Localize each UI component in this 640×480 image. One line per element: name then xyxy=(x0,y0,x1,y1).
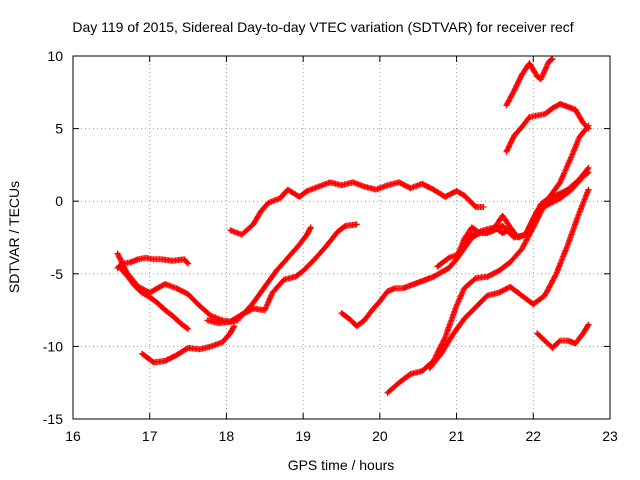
y-tick-label: -15 xyxy=(43,411,63,427)
series-markers xyxy=(114,250,241,325)
x-tick-label: 18 xyxy=(219,428,235,444)
data-series xyxy=(114,55,592,396)
series-markers xyxy=(384,164,592,396)
x-tick-label: 19 xyxy=(295,428,311,444)
x-tick-label: 23 xyxy=(602,428,618,444)
axis-ticks: 16 17 18 19 20 21 22 23 -15 -10 -5 0 5 10 xyxy=(43,48,618,444)
series-markers xyxy=(139,323,238,366)
y-axis-label: SDTVAR / TECUs xyxy=(6,181,22,293)
series-markers xyxy=(534,321,592,351)
series-arc-3 xyxy=(114,250,241,325)
y-tick-label: 5 xyxy=(55,121,63,137)
y-tick-label: 0 xyxy=(55,193,63,209)
x-axis-label: GPS time / hours xyxy=(288,457,395,473)
series-markers xyxy=(227,221,360,325)
x-tick-label: 22 xyxy=(525,428,541,444)
y-tick-label: -5 xyxy=(51,266,64,282)
series-markers xyxy=(227,179,487,238)
series-arc-9 xyxy=(384,164,592,396)
series-markers xyxy=(426,186,592,372)
plot-frame xyxy=(72,55,611,420)
chart-title: Day 119 of 2015, Sidereal Day-to-day VTE… xyxy=(72,19,573,35)
series-arc-12 xyxy=(453,122,592,261)
series-markers xyxy=(503,55,556,109)
y-tick-label: -10 xyxy=(43,338,63,354)
series-markers xyxy=(453,122,592,261)
series-arc-6 xyxy=(227,221,360,325)
x-tick-label: 16 xyxy=(65,428,81,444)
series-arc-13 xyxy=(503,100,592,155)
series-arc-7 xyxy=(227,179,487,238)
series-markers xyxy=(503,100,592,155)
series-arc-10 xyxy=(426,186,592,372)
x-tick-label: 20 xyxy=(372,428,388,444)
series-arc-14 xyxy=(503,55,556,109)
y-tick-label: 10 xyxy=(47,48,63,64)
x-tick-label: 21 xyxy=(449,428,465,444)
series-arc-15 xyxy=(534,321,592,351)
series-arc-4 xyxy=(139,323,238,366)
x-tick-label: 17 xyxy=(142,428,158,444)
